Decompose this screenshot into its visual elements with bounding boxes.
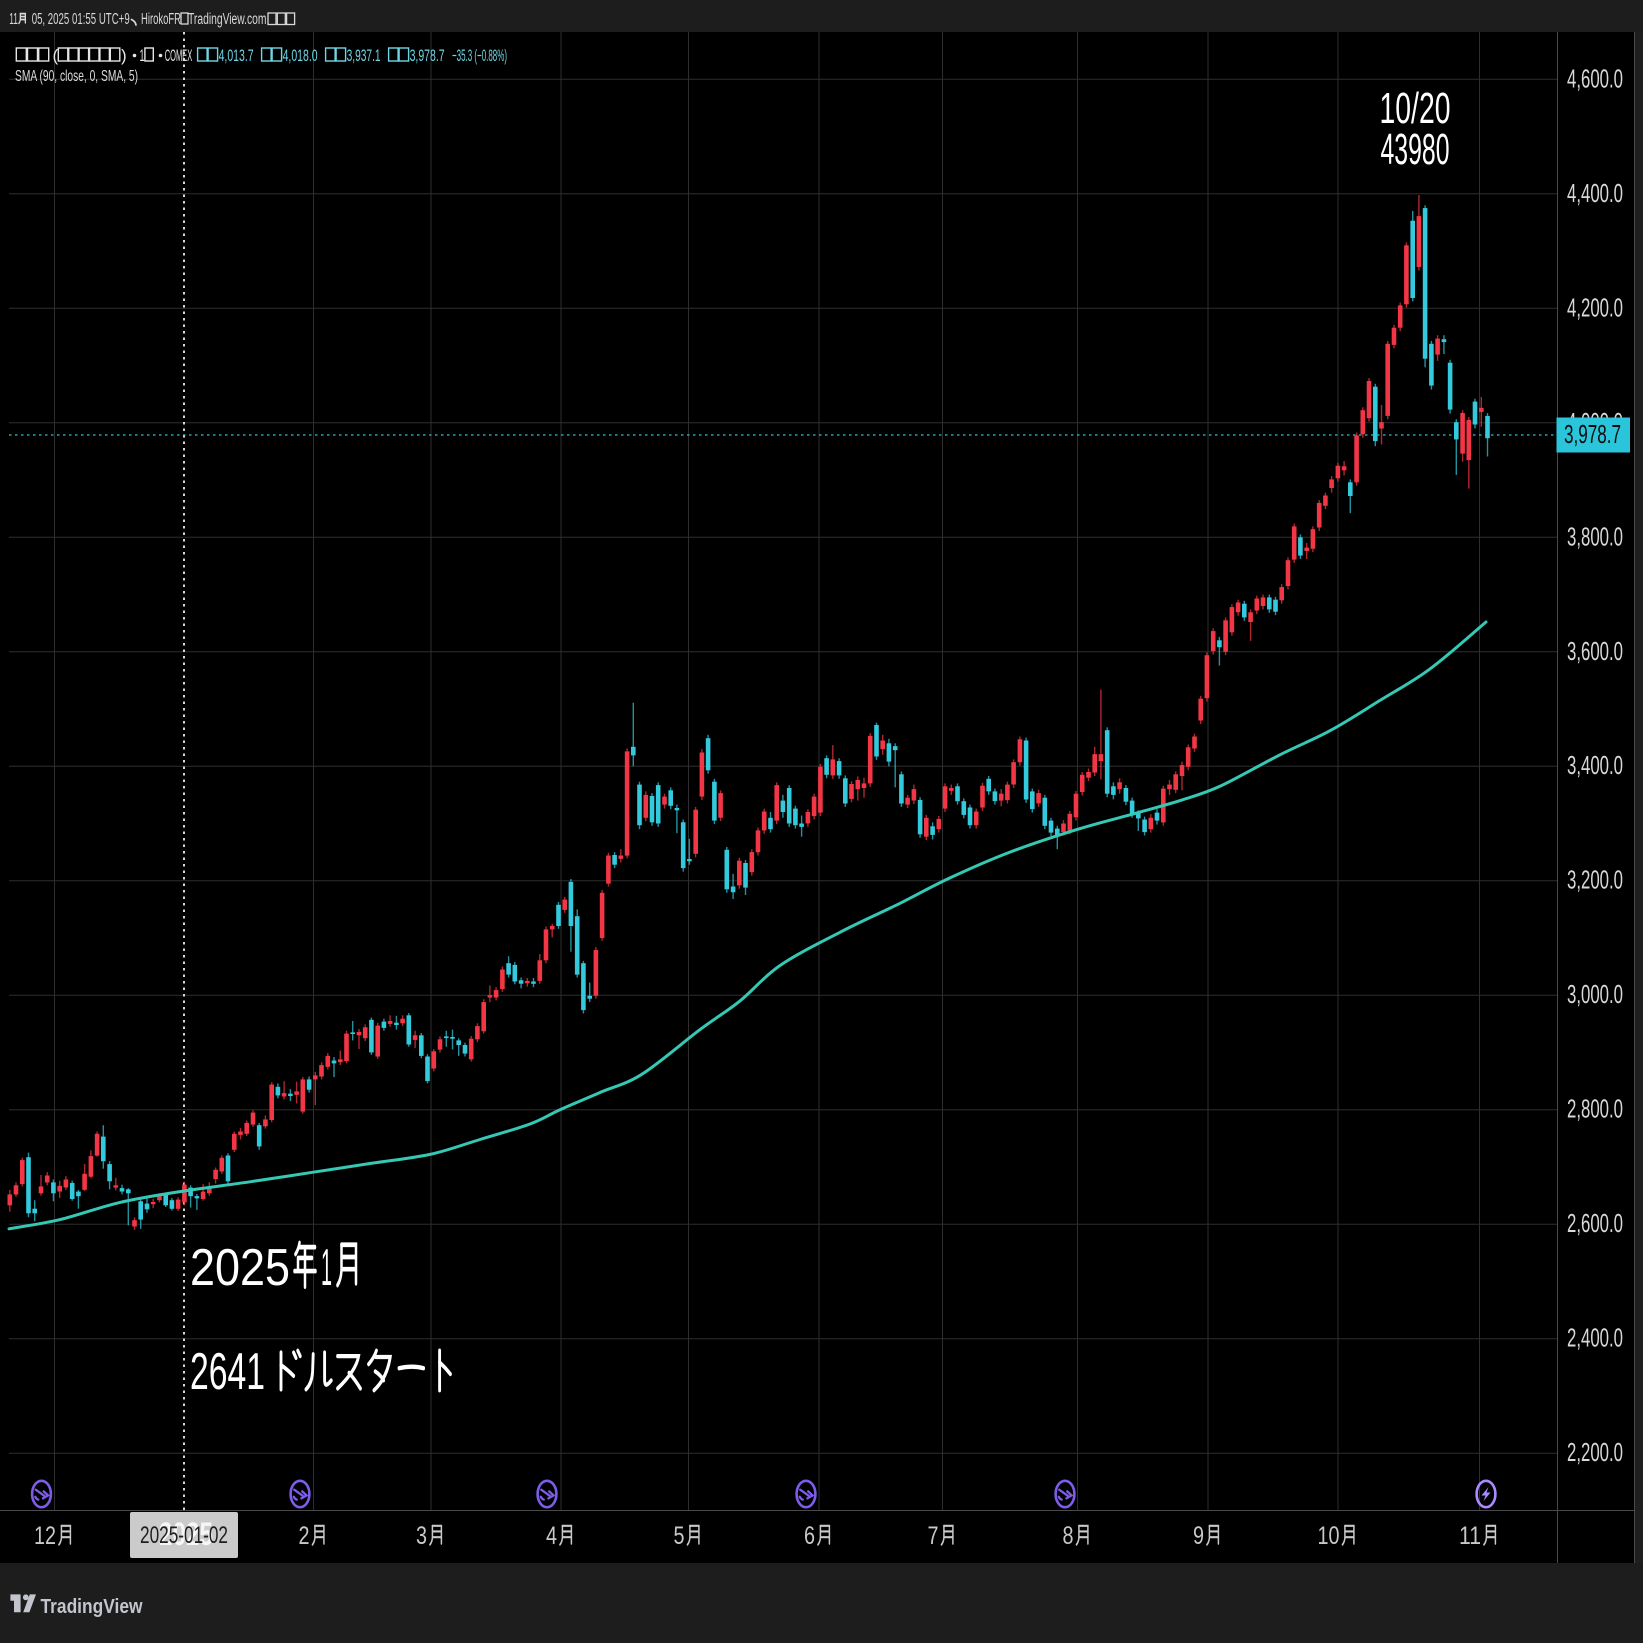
svg-text:3,200.0: 3,200.0 <box>1567 865 1623 895</box>
svg-text:−35.3 (−0.88%): −35.3 (−0.88%) <box>452 47 507 65</box>
svg-text:2,800.0: 2,800.0 <box>1567 1094 1623 1124</box>
svg-text:2: 2 <box>299 1522 310 1550</box>
svg-text:4,200.0: 4,200.0 <box>1567 292 1623 322</box>
svg-text:3: 3 <box>416 1522 427 1550</box>
svg-text:3,978.7: 3,978.7 <box>1564 419 1621 449</box>
svg-text:4,400.0: 4,400.0 <box>1567 178 1623 208</box>
svg-text:5: 5 <box>674 1522 685 1550</box>
svg-text:3,400.0: 3,400.0 <box>1567 750 1623 780</box>
svg-text:8: 8 <box>1063 1522 1074 1550</box>
svg-text:2025: 2025 <box>159 1516 213 1552</box>
svg-text:43980: 43980 <box>1381 125 1450 174</box>
svg-text:4,013.7: 4,013.7 <box>219 47 254 65</box>
svg-text:3,937.1: 3,937.1 <box>347 47 381 65</box>
svg-text:2025-01-02: 2025-01-02 <box>140 1522 228 1549</box>
svg-text:HirokoFR: HirokoFR <box>141 11 181 28</box>
svg-text:05, 2025 01:55 UTC+9: 05, 2025 01:55 UTC+9 <box>32 11 130 28</box>
svg-text:2,600.0: 2,600.0 <box>1567 1208 1623 1238</box>
svg-text:7: 7 <box>928 1522 939 1550</box>
svg-text:3,000.0: 3,000.0 <box>1567 979 1623 1009</box>
svg-text:): ) <box>121 46 127 65</box>
svg-text:(: ( <box>53 46 59 65</box>
svg-text:9: 9 <box>1193 1522 1204 1550</box>
svg-text:6: 6 <box>804 1522 815 1550</box>
svg-text:4: 4 <box>546 1522 557 1550</box>
svg-text:12: 12 <box>34 1522 56 1550</box>
svg-text:10: 10 <box>1318 1522 1340 1550</box>
svg-text:3,600.0: 3,600.0 <box>1567 636 1623 666</box>
svg-text:1: 1 <box>321 1239 332 1297</box>
svg-text:11: 11 <box>1459 1522 1481 1550</box>
svg-text:2641: 2641 <box>190 1343 265 1401</box>
svg-text:SMA (90, close, 0, SMA, 5): SMA (90, close, 0, SMA, 5) <box>15 68 138 85</box>
svg-text:4,600.0: 4,600.0 <box>1567 63 1623 93</box>
svg-text:1: 1 <box>140 47 145 65</box>
svg-text:TradingView: TradingView <box>41 1595 143 1618</box>
svg-text:11: 11 <box>9 11 18 28</box>
svg-text:10/20: 10/20 <box>1380 84 1451 133</box>
svg-text:2,200.0: 2,200.0 <box>1567 1437 1623 1467</box>
svg-text:4,018.0: 4,018.0 <box>283 47 318 65</box>
svg-text:2,400.0: 2,400.0 <box>1567 1323 1623 1353</box>
svg-text:3,978.7: 3,978.7 <box>410 47 445 65</box>
svg-text:3,800.0: 3,800.0 <box>1567 521 1623 551</box>
svg-text:2025: 2025 <box>190 1239 290 1297</box>
svg-text:COMEX: COMEX <box>165 47 193 65</box>
svg-text:TradingView.com: TradingView.com <box>188 11 267 28</box>
